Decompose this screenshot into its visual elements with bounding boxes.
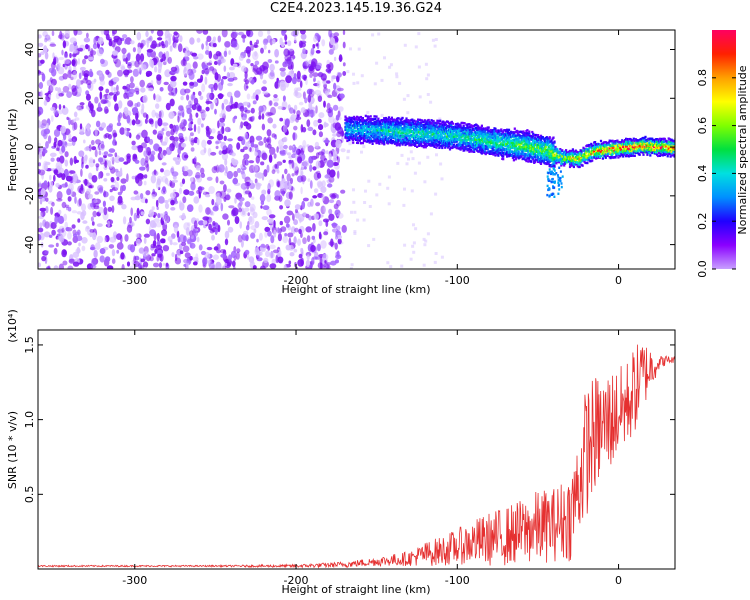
colorbar-tick-label: 0.4 [696, 165, 709, 183]
colorbar-tick-label: 0.2 [696, 212, 709, 230]
snr-frame [37, 329, 676, 570]
colorbar-label: Normalized spectral amplitude [736, 65, 749, 234]
spectrogram-y-tick-label: -40 [23, 236, 36, 254]
spectrogram-x-tick-label: -100 [445, 274, 470, 287]
spectrogram-x-tick-label: 0 [615, 274, 622, 287]
colorbar-tick-label: 0.0 [696, 260, 709, 278]
spectrogram-y-tick-label: 40 [23, 43, 36, 57]
chart-title: C2E4.2023.145.19.36.G24 [269, 1, 443, 16]
signal-ridge [344, 114, 675, 198]
snr-y-multiplier: (x10⁴) [6, 309, 19, 343]
snr-y-tick-label: 0.5 [23, 486, 36, 504]
spectrogram-y-tick-label: 0 [23, 144, 36, 151]
snr-y-tick-label: 1.0 [23, 411, 36, 429]
spectrogram-x-tick-label: -300 [122, 274, 147, 287]
snr-x-tick-label: -100 [445, 574, 470, 587]
colorbar-tick-label: 0.6 [696, 117, 709, 135]
spectrogram-frame [37, 29, 676, 270]
spectrogram-x-axis-label: Height of straight line (km) [281, 283, 430, 296]
spectrogram-y-tick-label: -20 [23, 187, 36, 205]
spectrogram-y-axis-label: Frequency (Hz) [6, 109, 19, 192]
snr-x-axis-label: Height of straight line (km) [281, 583, 430, 596]
noise-region [38, 30, 444, 269]
snr-chart: -300 -200 -100 0 0.5 1.0 1.5 Height of straigh… [6, 309, 676, 596]
colorbar-tick-label: 0.8 [696, 69, 709, 87]
snr-y-tick-label: 1.5 [23, 336, 36, 354]
spectrogram-x-tick-label: -200 [284, 274, 309, 287]
colorbar [712, 30, 736, 269]
snr-y-axis-label: SNR (10 * v/v) [6, 411, 19, 489]
snr-series-line [38, 344, 675, 569]
snr-x-tick-label: 0 [615, 574, 622, 587]
snr-x-tick-label: -300 [122, 574, 147, 587]
snr-x-tick-label: -200 [284, 574, 309, 587]
spectrogram-y-tick-label: 20 [23, 91, 36, 105]
